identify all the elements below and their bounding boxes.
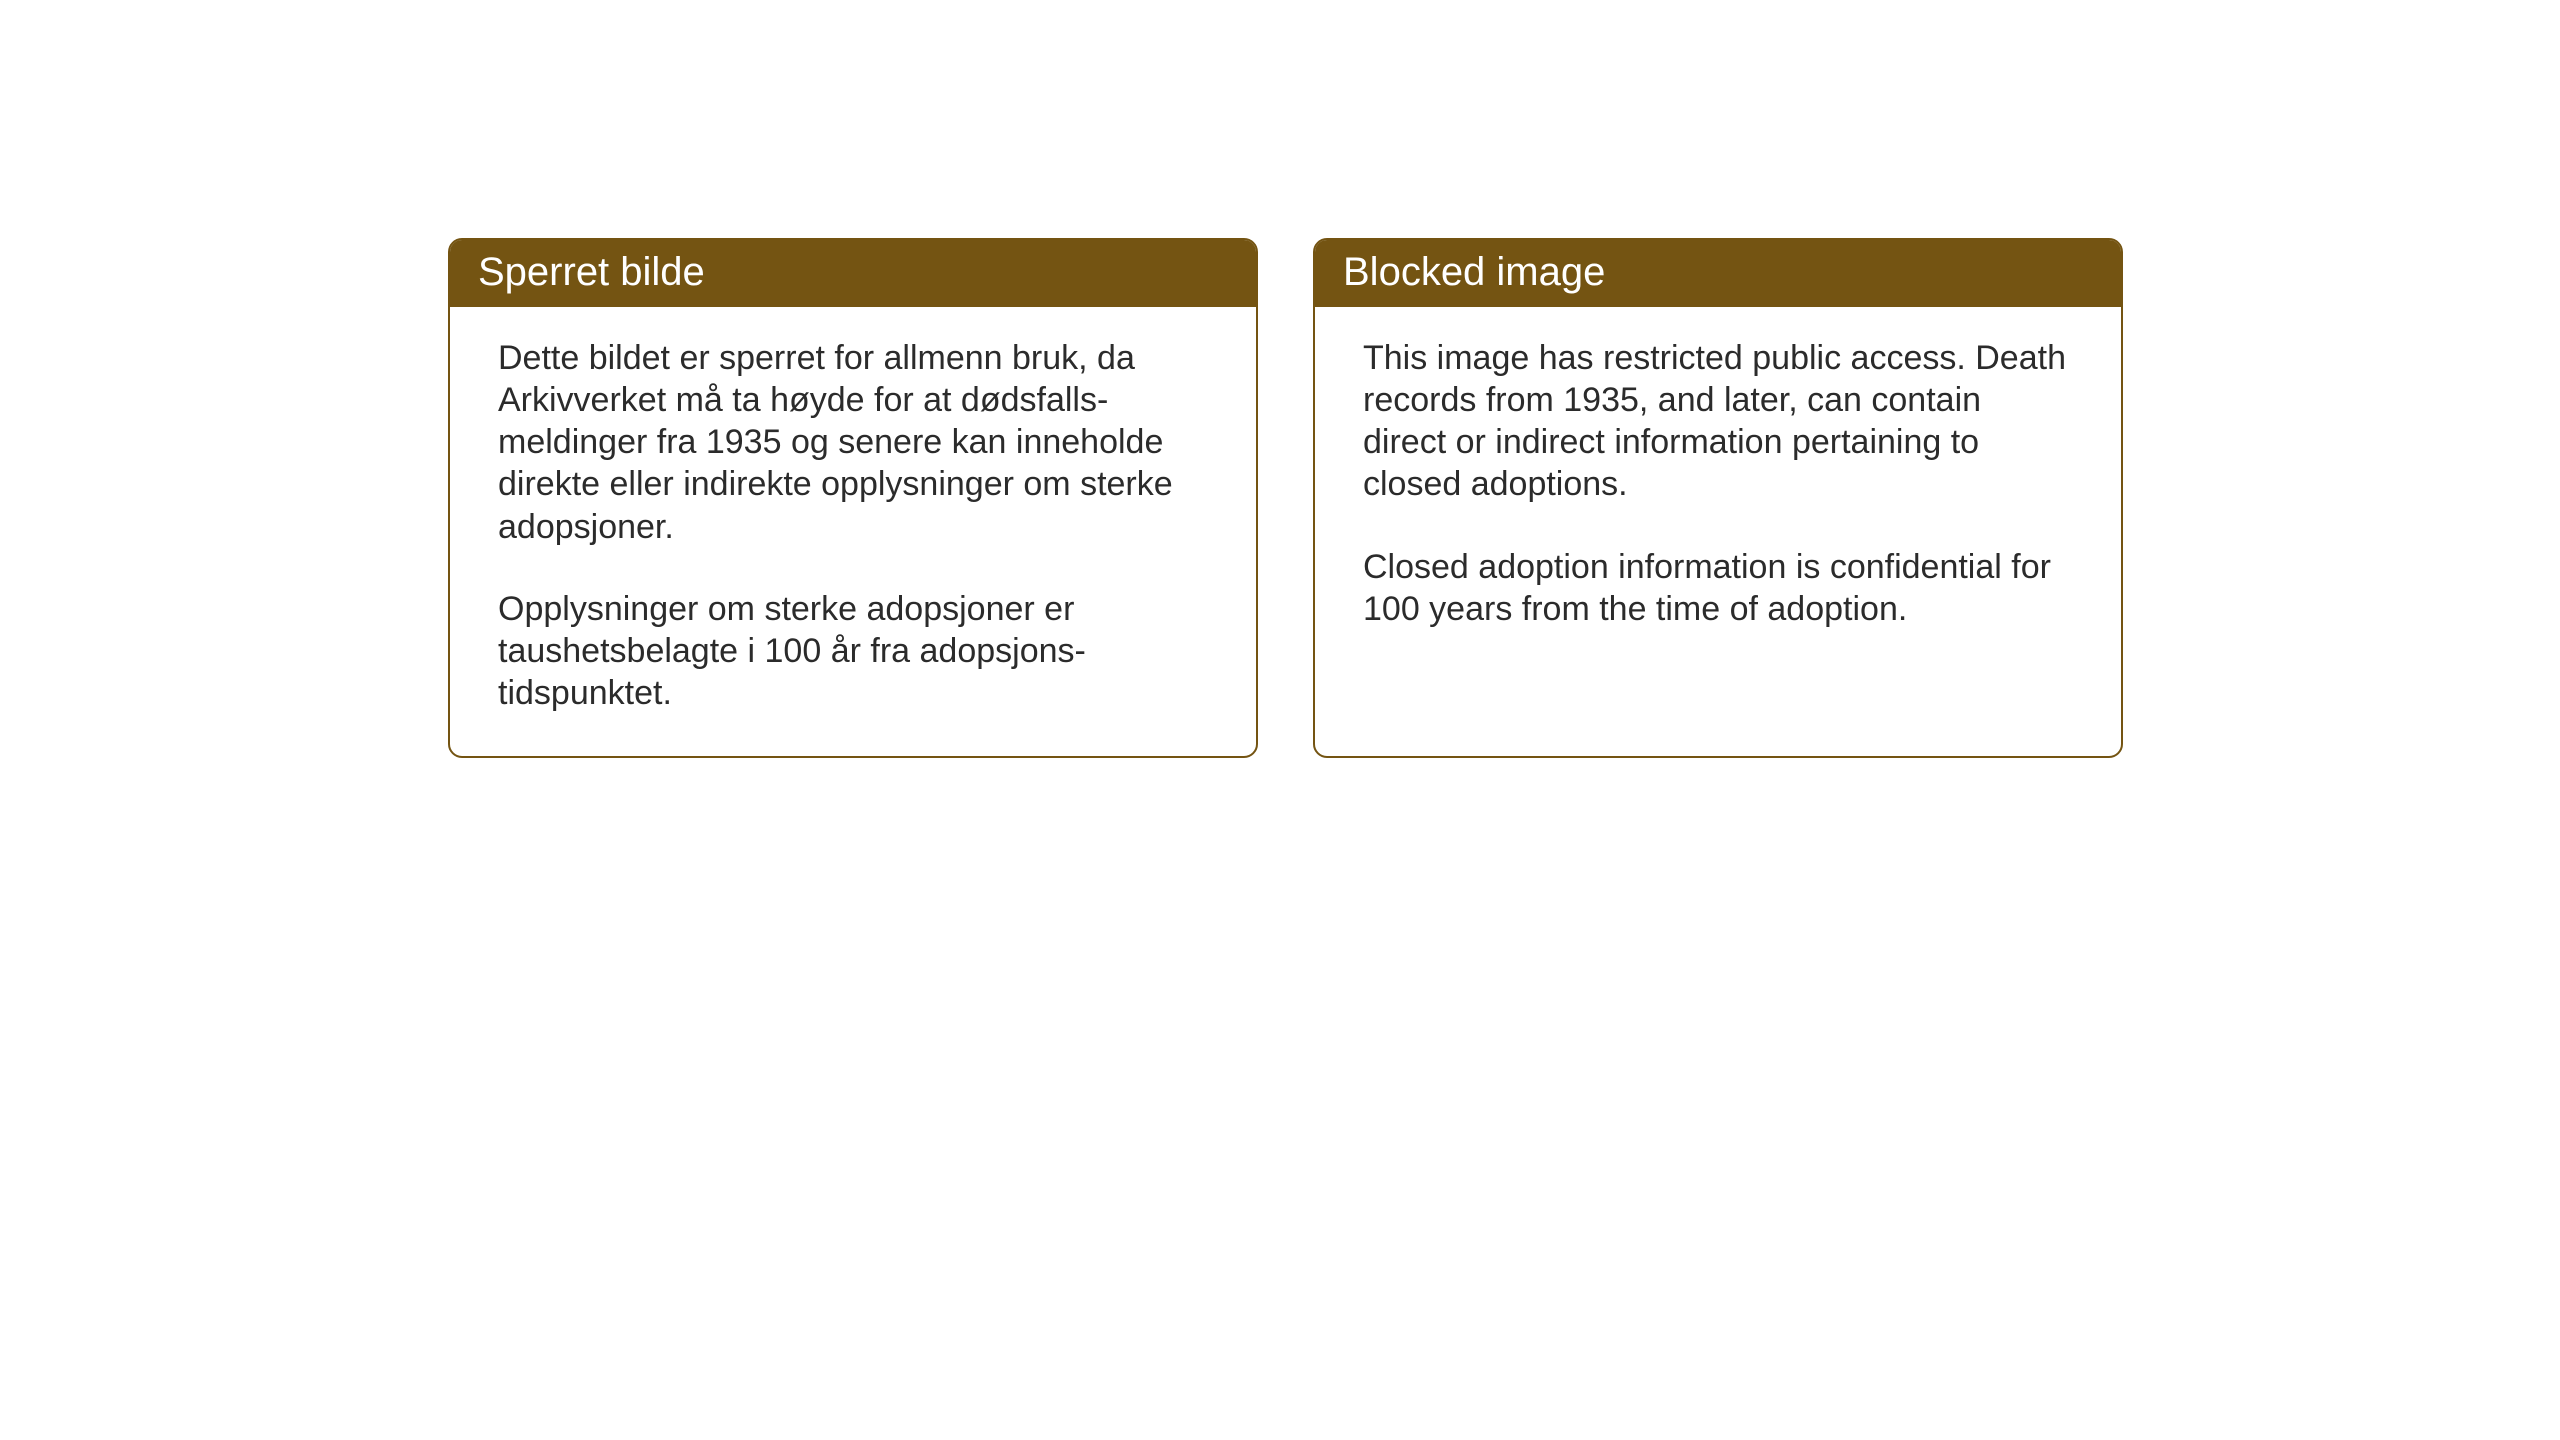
notice-body-norwegian: Dette bildet er sperret for allmenn bruk… [450,307,1256,756]
notice-header-norwegian: Sperret bilde [450,240,1256,307]
notice-paragraph: Closed adoption information is confident… [1363,546,2073,630]
notice-card-english: Blocked image This image has restricted … [1313,238,2123,758]
notice-container: Sperret bilde Dette bildet er sperret fo… [448,238,2123,758]
notice-paragraph: This image has restricted public access.… [1363,337,2073,506]
notice-paragraph: Opplysninger om sterke adopsjoner er tau… [498,588,1208,714]
notice-body-english: This image has restricted public access.… [1315,307,2121,747]
notice-card-norwegian: Sperret bilde Dette bildet er sperret fo… [448,238,1258,758]
notice-paragraph: Dette bildet er sperret for allmenn bruk… [498,337,1208,548]
notice-header-english: Blocked image [1315,240,2121,307]
notice-title: Sperret bilde [478,250,705,294]
notice-title: Blocked image [1343,250,1605,294]
